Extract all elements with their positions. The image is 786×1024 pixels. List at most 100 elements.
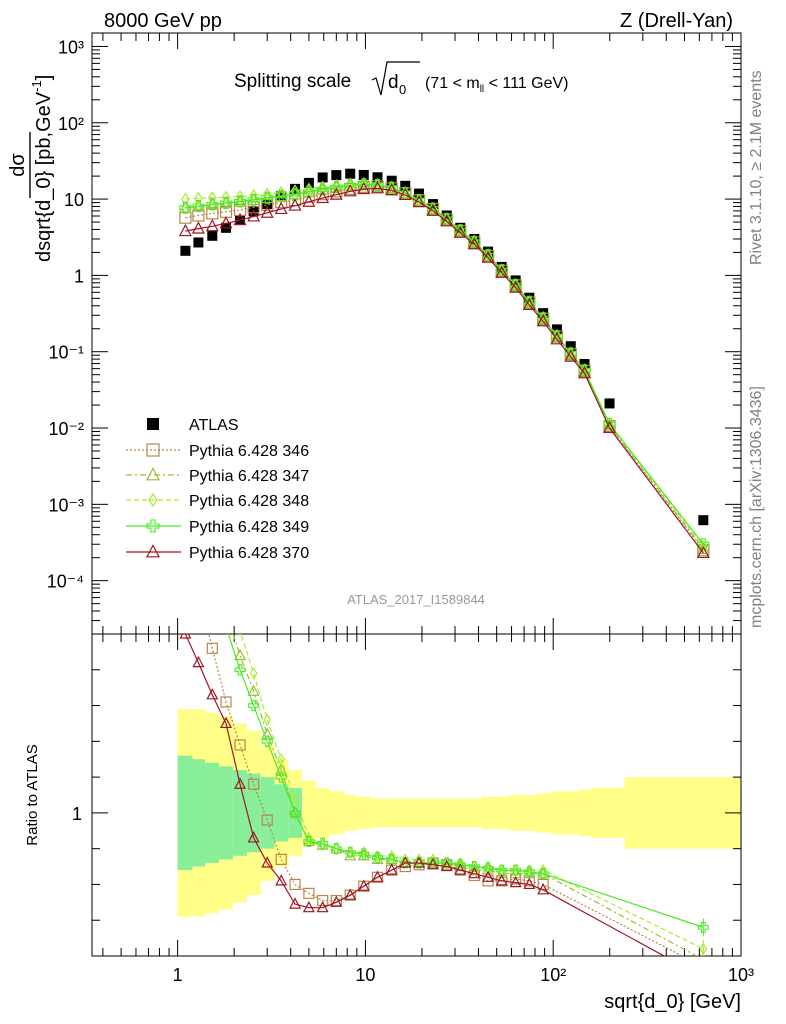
main-data-point	[522, 297, 536, 310]
legend-entry: Pythia 6.428 348	[126, 492, 309, 510]
header-left: 8000 GeV pp	[104, 10, 222, 32]
main-data-point	[207, 230, 218, 241]
ratio-data-point	[426, 857, 439, 870]
ratio-data-point	[238, 634, 242, 637]
legend-label: ATLAS	[189, 417, 239, 434]
ratio-data-point	[206, 688, 219, 700]
ratio-data-point	[248, 700, 260, 712]
main-data-point	[371, 178, 384, 192]
ratio-data-point	[275, 874, 288, 886]
legend-label: Pythia 6.428 346	[189, 443, 309, 460]
main-data-point	[193, 237, 204, 248]
y-tick-label: 10⁻²	[48, 419, 84, 439]
main-data-point	[275, 196, 288, 209]
ratio-data-point	[427, 857, 439, 869]
ratio-series-line	[184, 634, 666, 956]
band-total-bin	[536, 793, 551, 833]
ratio-data-point	[482, 863, 495, 875]
band-total-bin	[343, 795, 358, 831]
ratio-data-point	[510, 864, 522, 876]
main-data-point	[550, 332, 564, 345]
main-data-point	[233, 212, 247, 226]
main-data-point	[178, 223, 192, 237]
main-data-point	[289, 188, 302, 201]
legend-marker	[146, 519, 160, 533]
ratio-data-point	[289, 806, 302, 818]
main-data-point	[358, 169, 369, 180]
main-data-point	[698, 515, 709, 526]
ratio-data-point	[454, 863, 467, 875]
main-data-point	[453, 225, 467, 238]
main-data-point	[208, 191, 217, 205]
main-data-point	[329, 187, 343, 200]
y-tick-label: 10³	[58, 37, 84, 57]
y-tick-label: 10⁻³	[48, 495, 84, 515]
band-total-bin	[592, 787, 625, 838]
main-data-point	[578, 366, 592, 379]
main-data-point	[536, 313, 550, 327]
main-data-point	[509, 280, 523, 293]
legend-entry: Pythia 6.428 349	[126, 519, 309, 536]
main-data-point	[302, 185, 315, 198]
band-total-bin	[467, 798, 482, 828]
band-total-bin	[370, 798, 385, 828]
legend: ATLAS Pythia 6.428 346 Pythia 6.428 347 Pyt…	[126, 417, 309, 562]
ratio-data-point	[344, 888, 357, 900]
ratio-data-point	[399, 856, 412, 868]
band-total-bin	[412, 798, 427, 828]
main-data-point	[440, 214, 454, 227]
main-data-point	[564, 349, 578, 362]
ratio-data-point	[249, 667, 258, 680]
ratio-data-point	[537, 883, 550, 895]
legend-label: Pythia 6.428 370	[189, 545, 309, 562]
main-data-point	[180, 245, 191, 256]
ratio-data-point	[303, 835, 315, 848]
band-total-bin	[550, 791, 565, 835]
ratio-data-point	[344, 849, 357, 861]
ratio-data-point	[316, 900, 329, 913]
main-series-pythia-6.428-349	[179, 178, 710, 551]
band-total-bin	[329, 791, 344, 835]
main-data-point	[247, 209, 261, 222]
plot-title: Splitting scale d 0 (71 < mll < 111 GeV)	[234, 61, 568, 97]
ratio-data-point	[371, 852, 384, 864]
main-data-point	[467, 237, 481, 250]
ratio-data-point	[371, 852, 384, 864]
band-total-bin	[564, 791, 579, 835]
sqrt-symbol-sub: 0	[399, 82, 406, 97]
main-data-point	[412, 194, 426, 208]
legend-entry: Pythia 6.428 347	[126, 467, 309, 485]
main-y-axis-label: dσ dsqrt{d_0} [pb,GeV-1]	[7, 75, 55, 262]
ratio-data-point	[344, 846, 356, 858]
ratio-data-point	[234, 739, 246, 751]
ratio-plot-frame	[91, 633, 742, 957]
sqrt-symbol-d: d	[388, 72, 399, 93]
main-data-point	[302, 194, 316, 207]
main-data-point	[426, 203, 440, 216]
title-mass-end: < 111 GeV)	[484, 75, 568, 92]
y-tick-label: 10⁻⁴	[47, 572, 84, 592]
ratio-data-point	[697, 921, 709, 933]
main-data-point	[205, 218, 219, 232]
main-data-point	[343, 184, 357, 197]
ratio-series-line	[232, 634, 698, 956]
band-total-bin	[495, 796, 510, 829]
ratio-data-point	[330, 843, 342, 855]
ratio-data-point	[248, 778, 260, 790]
legend-label: Pythia 6.428 348	[189, 493, 309, 510]
ratio-series	[179, 634, 709, 956]
main-data-point	[219, 196, 233, 209]
main-data-point	[192, 209, 205, 222]
main-data-point	[604, 398, 615, 409]
ratio-data-point	[699, 942, 708, 955]
band-stat-bin	[260, 777, 275, 849]
ratio-data-point	[247, 684, 260, 696]
legend-marker	[148, 492, 158, 508]
band-stat-bin	[218, 766, 233, 860]
main-data-point	[191, 221, 205, 234]
main-data-point	[206, 207, 219, 220]
x-tick-label: 10³	[728, 965, 754, 985]
band-stat-bin	[205, 762, 219, 863]
main-data-point	[385, 181, 398, 194]
title-mass-ll: ll	[480, 84, 484, 95]
